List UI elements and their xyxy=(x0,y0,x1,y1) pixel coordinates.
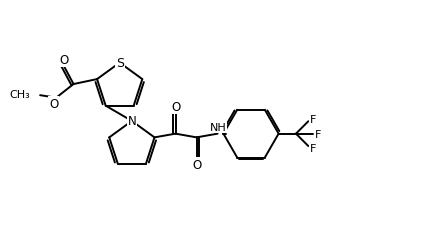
Text: F: F xyxy=(310,144,316,154)
Text: O: O xyxy=(49,97,59,110)
Text: F: F xyxy=(310,114,316,124)
Text: S: S xyxy=(116,57,124,70)
Text: F: F xyxy=(315,129,321,139)
Text: O: O xyxy=(192,158,201,171)
Text: CH₃: CH₃ xyxy=(9,90,30,100)
Text: O: O xyxy=(59,54,68,67)
Text: NH: NH xyxy=(210,123,226,133)
Text: O: O xyxy=(171,100,180,113)
Text: N: N xyxy=(127,115,136,128)
